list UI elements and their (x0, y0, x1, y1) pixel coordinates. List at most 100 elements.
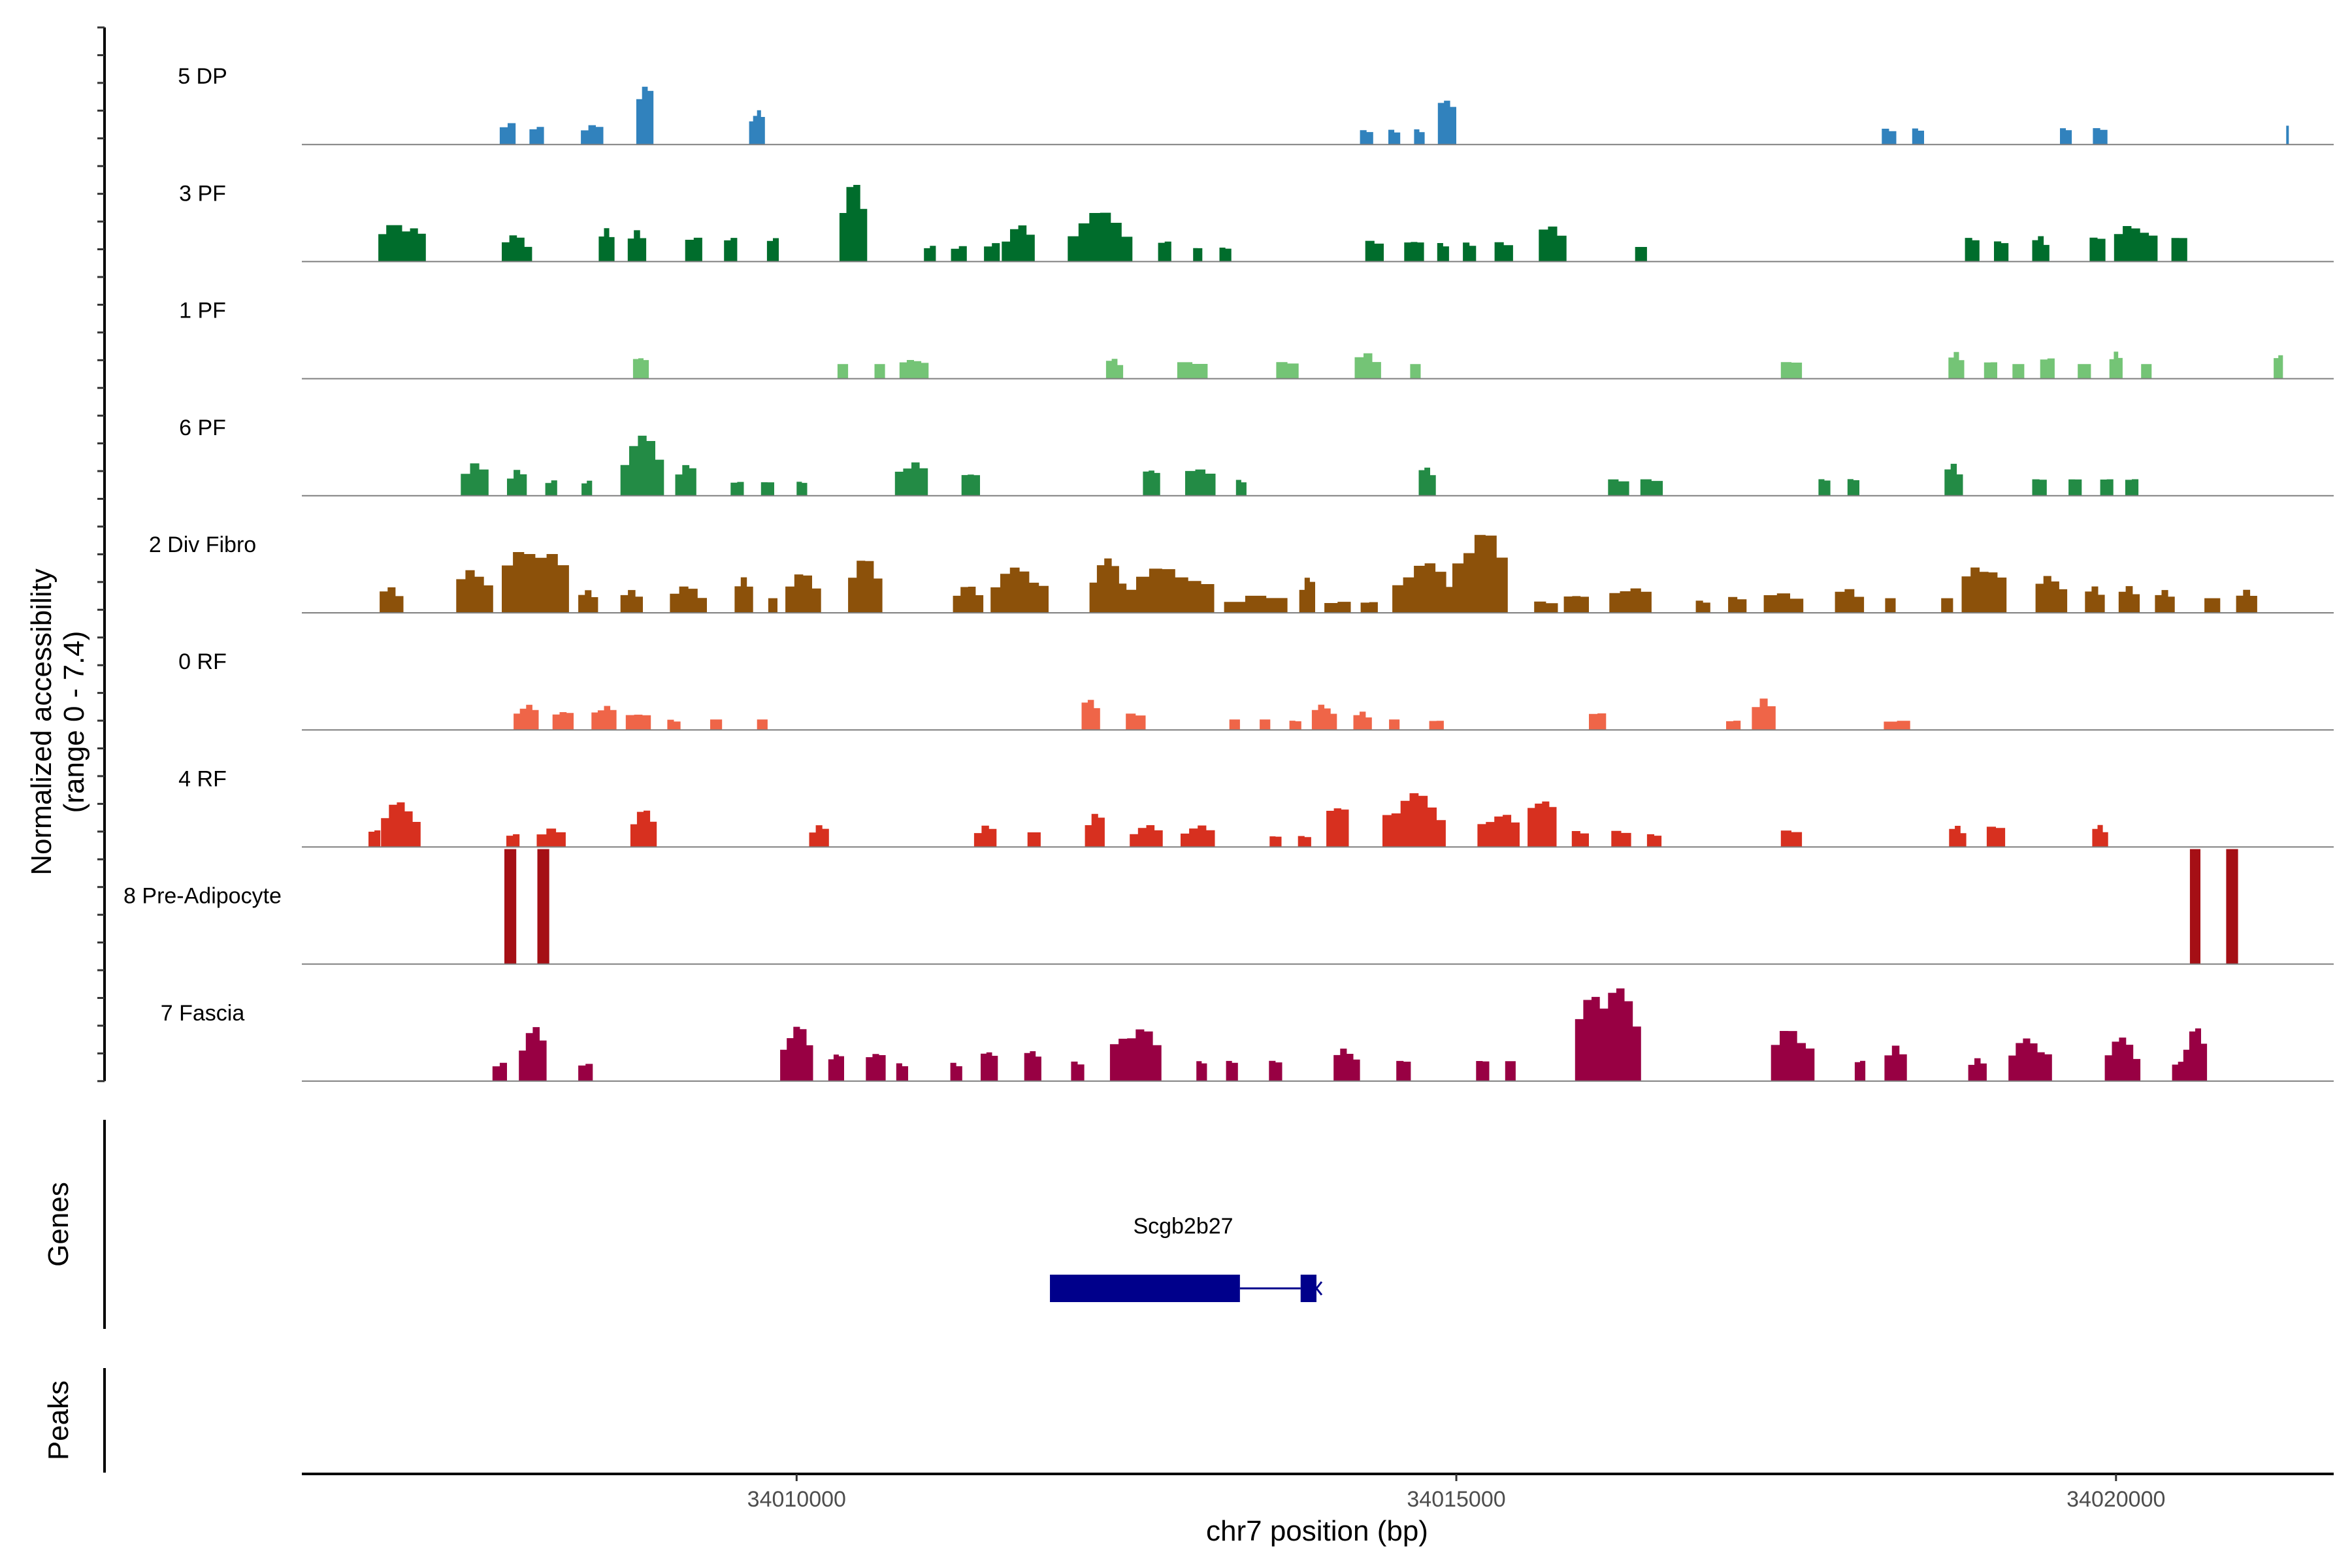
coverage-peak (1965, 238, 1980, 262)
track-y-axis (97, 26, 106, 1083)
coverage-peak (1085, 813, 1105, 847)
track-label: 0 RF (178, 649, 227, 674)
coverage-peak (1476, 1061, 1490, 1081)
coverage-peak (1611, 830, 1631, 847)
x-tick-label: 34015000 (1407, 1487, 1505, 1512)
coverage-peak (380, 587, 404, 613)
coverage-peak (578, 590, 598, 613)
coverage-peak (2189, 849, 2200, 964)
coverage-peak (724, 238, 738, 262)
coverage-peak (1081, 700, 1100, 730)
coverage-peak (2093, 128, 2108, 145)
track-1-pf: 1 PF (179, 299, 2334, 380)
coverage-peak (1505, 1061, 1516, 1081)
coverage-peak (749, 110, 765, 145)
coverage-peak (2236, 589, 2257, 613)
coverage-peak (2035, 576, 2068, 613)
coverage-peak (1771, 1031, 1815, 1081)
coverage-peak (2060, 128, 2072, 145)
coverage-peak (598, 228, 615, 262)
coverage-peak (1968, 1058, 1987, 1081)
coverage-peak (1324, 602, 1351, 613)
coverage-peak (506, 834, 520, 847)
coverage-peak (1410, 364, 1421, 379)
coverage-peak (1494, 242, 1513, 262)
coverage-peak (378, 225, 426, 262)
coverage-peak (1763, 593, 1804, 613)
coverage-peak (1027, 832, 1041, 847)
coverage-peak (899, 360, 929, 379)
coverage-peak (1354, 353, 1381, 379)
coverage-peak (2008, 1038, 2052, 1081)
coverage-peak (1885, 598, 1896, 613)
coverage-peak (2109, 351, 2123, 379)
coverage-peak (2089, 237, 2106, 262)
coverage-peak (636, 86, 654, 145)
coverage-peak (625, 714, 651, 730)
coverage-peak (1185, 469, 1216, 496)
coverage-peak (1854, 1060, 1866, 1081)
coverage-peak (757, 719, 768, 730)
coverage-peak (1299, 578, 1315, 613)
coverage-peak (953, 587, 984, 613)
coverage-peak (981, 1052, 998, 1081)
gene-strand-arrow (1315, 1281, 1323, 1296)
coverage-peak (1260, 719, 1271, 730)
track-5-dp: 5 DP (178, 64, 2334, 146)
coverage-peak (545, 480, 557, 496)
coverage-peak (1193, 248, 1203, 262)
coverage-peak (1396, 1060, 1411, 1081)
coverage-peak (874, 364, 885, 379)
coverage-peak (1353, 711, 1372, 730)
coverage-peak (2068, 479, 2082, 496)
coverage-peak (632, 358, 649, 379)
coverage-peak (951, 246, 967, 262)
coverage-peak (581, 125, 604, 145)
coverage-peak (785, 574, 821, 613)
coverage-peak (591, 706, 617, 730)
coverage-peak (1123, 568, 1215, 613)
coverage-peak (1130, 825, 1163, 847)
coverage-peak (1635, 247, 1647, 262)
coverage-peak (2171, 238, 2187, 262)
coverage-peak (1326, 808, 1349, 847)
coverage-peak (1463, 242, 1477, 262)
coverage-peak (1404, 242, 1424, 262)
coverage-peak (2141, 364, 2152, 379)
coverage-peak (866, 1054, 886, 1081)
coverage-peak (1298, 836, 1311, 847)
coverage-peak (1437, 243, 1449, 262)
coverage-peak (1068, 212, 1133, 262)
coverage-peak (492, 1062, 507, 1081)
coverage-peak (1437, 101, 1456, 145)
y-axis-range-subtitle: (range 0 - 7.4) (58, 631, 90, 813)
coverage-peak (1563, 596, 1589, 613)
track-7-fascia: 7 Fascia (161, 988, 2334, 1082)
coverage-peak (620, 435, 664, 496)
coverage-peak (837, 364, 849, 379)
coverage-peak (896, 1063, 908, 1081)
coverage-peak (1196, 1061, 1207, 1081)
x-tick-label: 34010000 (747, 1487, 846, 1512)
coverage-peak (1024, 1051, 1041, 1081)
coverage-peak (578, 1064, 593, 1081)
coverage-peak (630, 810, 657, 847)
track-label: 4 RF (178, 766, 227, 791)
coverage-peak (2100, 479, 2114, 496)
coverage-peak (1388, 129, 1401, 145)
coverage-peak (1181, 825, 1215, 847)
coverage-peak (536, 828, 566, 847)
coverage-peak (1949, 826, 1967, 847)
coverage-peak (1235, 480, 1247, 496)
track-8-pre-adipocyte: 8 Pre-Adipocyte (123, 849, 2334, 965)
coverage-peak (529, 127, 544, 145)
coverage-peak (581, 480, 593, 496)
y-axis-title: Normalized accessibility (25, 568, 57, 875)
coverage-peak (1882, 129, 1897, 145)
coverage-peak (839, 185, 868, 262)
coverage-peak (2226, 849, 2238, 964)
coverage-peak (667, 719, 681, 730)
coverage-peak (504, 849, 517, 964)
x-axis-title: chr7 position (bp) (1206, 1515, 1428, 1547)
